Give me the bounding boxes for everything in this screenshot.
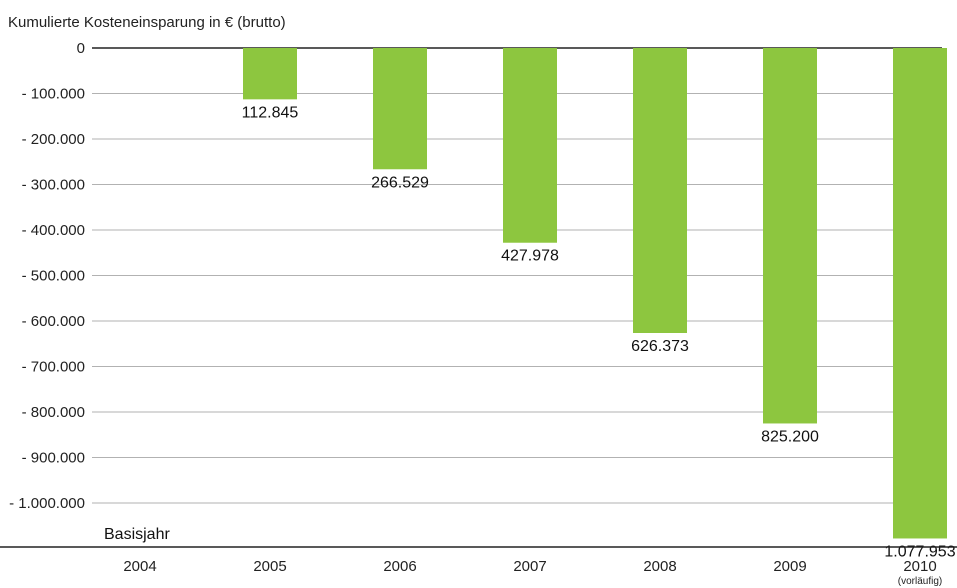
value-label: 112.845	[242, 104, 299, 121]
bar	[763, 48, 817, 424]
bar	[633, 48, 687, 333]
bars	[243, 48, 947, 539]
chart-title: Kumulierte Kosteneinsparung in € (brutto…	[8, 14, 286, 31]
value-label: 626.373	[631, 338, 689, 355]
x-tick-label: 2007	[513, 558, 546, 575]
x-tick-label: 2006	[383, 558, 416, 575]
x-tick-note: (vorläufig)	[898, 576, 942, 587]
y-tick-label: - 600.000	[22, 313, 85, 330]
x-tick-label: 2010	[903, 558, 936, 575]
y-tick-label: - 400.000	[22, 222, 85, 239]
y-tick-label: - 700.000	[22, 359, 85, 376]
bar	[503, 48, 557, 243]
baseline-label: Basisjahr	[104, 526, 170, 543]
x-tick-label: 2005	[253, 558, 286, 575]
y-tick-label: - 100.000	[22, 86, 85, 103]
value-labels: 112.845266.529427.978626.373825.2001.077…	[242, 104, 956, 560]
y-tick-label: - 200.000	[22, 131, 85, 148]
y-tick-label: - 800.000	[22, 404, 85, 421]
value-label: 427.978	[501, 248, 559, 265]
x-tick-label: 2008	[643, 558, 676, 575]
bar	[373, 48, 427, 170]
bar	[893, 48, 947, 539]
y-tick-label: - 900.000	[22, 450, 85, 467]
y-tick-label: - 500.000	[22, 268, 85, 285]
value-label: 825.200	[761, 428, 819, 445]
value-label: 266.529	[371, 174, 429, 191]
bar	[243, 48, 297, 100]
x-tick-label: 2004	[123, 558, 156, 575]
y-tick-label: - 1.000.000	[9, 495, 85, 512]
y-axis-ticks: 0 - 100.000 - 200.000 - 300.000 - 400.000 - 5…	[9, 40, 85, 512]
x-tick-label: 2009	[773, 558, 806, 575]
y-tick-label: - 300.000	[22, 177, 85, 194]
y-tick-label: 0	[77, 40, 85, 57]
x-axis-ticks: 2004 2005 2006 2007 2008 2009 2010(vorläufig)	[123, 558, 942, 587]
